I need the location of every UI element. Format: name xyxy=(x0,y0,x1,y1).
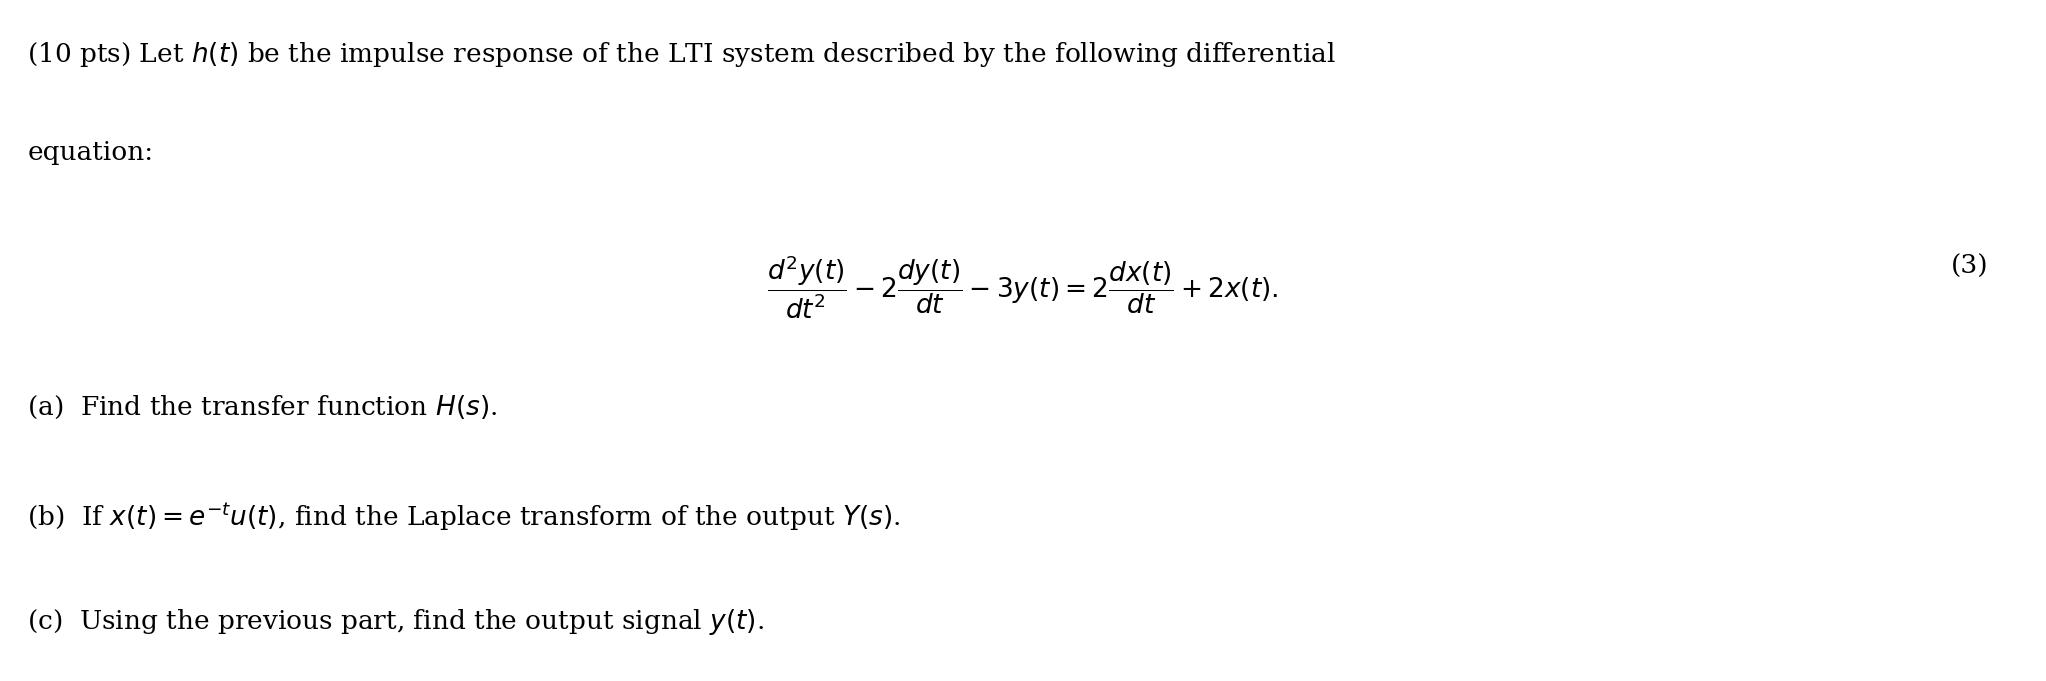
Text: (b)  If $x(t) = e^{-t}u(t)$, find the Laplace transform of the output $Y(s)$.: (b) If $x(t) = e^{-t}u(t)$, find the Lap… xyxy=(27,501,900,533)
Text: (c)  Using the previous part, find the output signal $y(t)$.: (c) Using the previous part, find the ou… xyxy=(27,607,765,637)
Text: (a)  Find the transfer function $H(s)$.: (a) Find the transfer function $H(s)$. xyxy=(27,394,497,421)
Text: (3): (3) xyxy=(1950,254,1989,279)
Text: (10 pts) Let $h(t)$ be the impulse response of the LTI system described by the f: (10 pts) Let $h(t)$ be the impulse respo… xyxy=(27,40,1336,69)
Text: $\dfrac{d^2y(t)}{dt^2} - 2\dfrac{dy(t)}{dt} - 3y(t) = 2\dfrac{dx(t)}{dt} + 2x(t): $\dfrac{d^2y(t)}{dt^2} - 2\dfrac{dy(t)}{… xyxy=(767,254,1279,321)
Text: equation:: equation: xyxy=(27,140,153,165)
